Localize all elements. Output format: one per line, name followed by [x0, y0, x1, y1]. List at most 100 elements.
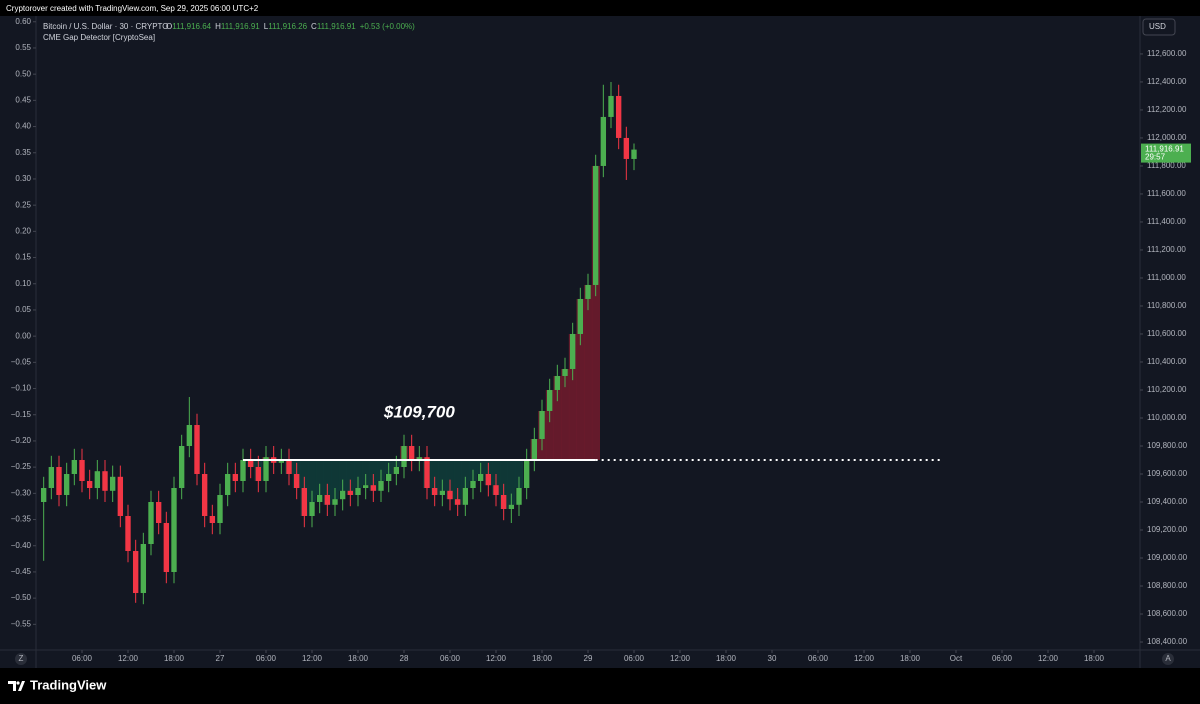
candle-body [447, 490, 453, 500]
gap-fill [507, 459, 516, 505]
candle-body [224, 473, 231, 496]
candle-body [577, 298, 584, 334]
candle-body [500, 495, 507, 510]
currency[interactable]: USD [1149, 22, 1166, 31]
candle-body [171, 487, 177, 573]
candle-body [615, 95, 622, 138]
gap-fill [361, 459, 370, 486]
y-tick-label: 110,200.00 [1147, 385, 1187, 394]
candle-body [102, 471, 108, 491]
y-tick-label: 111,600.00 [1147, 189, 1186, 198]
candle-body [546, 389, 553, 411]
candle-body [600, 116, 607, 166]
y2-tick-label: 0.50 [15, 69, 31, 78]
scale-button-label[interactable]: Z [19, 654, 24, 663]
candle-body [278, 459, 285, 463]
x-tick-label: 18:00 [532, 654, 553, 663]
y-tick-label: 109,400.00 [1147, 497, 1188, 506]
gap-fill [576, 298, 585, 460]
y2-tick-label: −0.25 [11, 462, 32, 471]
y-tick-label: 110,600.00 [1147, 329, 1187, 338]
gap-fill [308, 459, 317, 503]
y2-tick-label: −0.30 [11, 488, 32, 497]
y-tick-label: 110,000.00 [1147, 413, 1187, 422]
y2-tick-label: −0.10 [11, 384, 32, 393]
x-tick-label: 06:00 [624, 654, 645, 663]
candle-body [355, 487, 361, 496]
x-tick-label: 06:00 [440, 654, 461, 663]
candle-body [194, 424, 200, 474]
candle-body [539, 410, 545, 439]
y2-tick-label: 0.10 [15, 279, 31, 288]
candle-body [48, 466, 55, 488]
candle-body [155, 502, 162, 524]
gap-fill [515, 459, 524, 488]
x-tick-label: 18:00 [348, 654, 369, 663]
candle-body [378, 480, 384, 491]
candle-body [293, 473, 300, 488]
y-tick-label: 112,200.00 [1147, 105, 1187, 114]
gap-fill [584, 284, 593, 460]
candle-body [109, 476, 116, 491]
candle-body [562, 368, 568, 376]
scale-button[interactable] [1162, 653, 1174, 665]
ohlc-value: 111,916.91 [221, 22, 260, 31]
y2-tick-label: 0.20 [15, 226, 31, 235]
candle-body [247, 459, 254, 467]
candle-body [163, 523, 170, 573]
candle-body [408, 445, 415, 460]
y-tick-label: 112,600.00 [1147, 49, 1187, 58]
y2-tick-label: 0.60 [15, 17, 31, 26]
candle-body [217, 495, 223, 524]
price-change: +0.53 (+0.00%) [360, 22, 415, 31]
candle-body [301, 487, 308, 517]
candle-body [316, 495, 323, 503]
y2-tick-label: 0.35 [15, 148, 31, 157]
candle-body [623, 137, 630, 159]
gap-fill [568, 333, 577, 460]
candle-body [71, 459, 78, 474]
y2-tick-label: −0.55 [11, 619, 32, 628]
candle-body [523, 459, 530, 488]
x-tick-label: 18:00 [716, 654, 737, 663]
candle-body [140, 544, 147, 594]
brand-name: TradingView [30, 677, 107, 692]
candle-body [86, 480, 93, 488]
candle-body [79, 459, 85, 481]
candle-body [592, 165, 599, 285]
candle-body [462, 487, 469, 505]
currency-box[interactable] [1142, 18, 1176, 36]
candle-body [516, 487, 522, 505]
candle-body [585, 284, 591, 299]
y2-tick-label: 0.45 [15, 95, 31, 104]
y-tick-label: 108,400.00 [1147, 637, 1188, 646]
candle-body [554, 375, 561, 390]
gap-fill [591, 165, 600, 460]
candle-body [255, 466, 262, 481]
y-tick-label: 109,200.00 [1147, 525, 1188, 534]
candle-body [94, 471, 101, 488]
ohlc-value: 111,916.91 [317, 22, 356, 31]
candle-body [401, 445, 407, 467]
y2-tick-label: 0.05 [15, 305, 31, 314]
candle-body [508, 504, 515, 510]
candle-body [232, 473, 239, 481]
candle-body [286, 459, 292, 474]
x-tick-label: 28 [400, 654, 409, 663]
candle-body [385, 473, 392, 481]
candle-body [531, 438, 538, 460]
candle-body [424, 457, 430, 488]
scale-button[interactable] [15, 653, 27, 665]
candle-body [125, 516, 131, 552]
y-tick-label: 111,800.00 [1147, 161, 1186, 170]
y-tick-label: 108,800.00 [1147, 581, 1188, 590]
candle-body [454, 499, 461, 505]
x-tick-label: Oct [950, 654, 963, 663]
scale-button-label[interactable]: A [1165, 654, 1171, 663]
candle-body [370, 485, 377, 491]
x-tick-label: 30 [768, 654, 777, 663]
ohlc-legend: O111,916.64 H111,916.91 L111,916.26 C111,91… [166, 22, 415, 31]
y2-tick-label: −0.05 [11, 357, 32, 366]
y-tick-label: 108,600.00 [1147, 609, 1188, 618]
ohlc-value: 111,916.64 [172, 22, 211, 31]
